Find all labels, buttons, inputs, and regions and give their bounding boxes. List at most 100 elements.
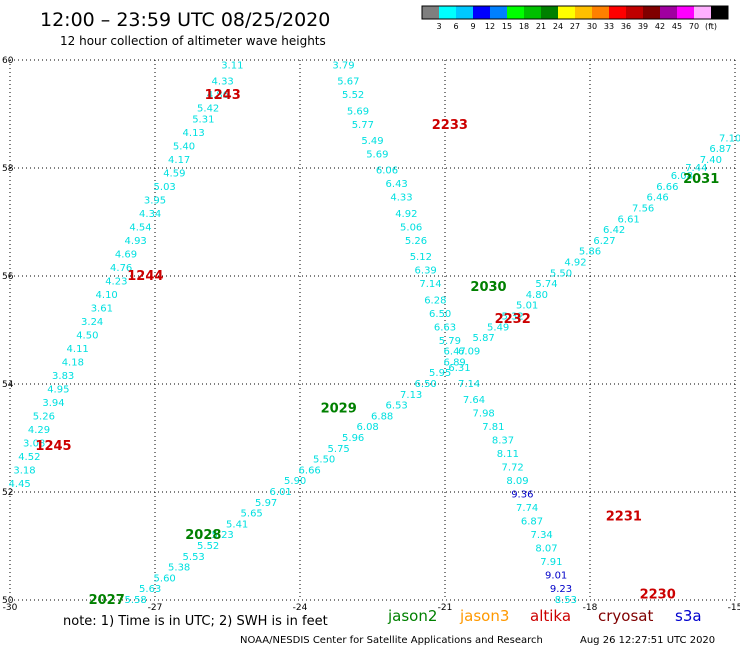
swh-point: 9.23 (550, 584, 572, 595)
swh-point: 8.37 (492, 436, 514, 447)
swh-point: 3.24 (81, 317, 103, 328)
swh-point: 6.09 (458, 347, 480, 358)
legend-label: 42 (655, 22, 665, 31)
swh-point: 3.08 (23, 438, 45, 449)
swh-point: 5.74 (535, 279, 557, 290)
swh-point: 3.61 (91, 303, 113, 314)
swh-point: 7.10 (719, 133, 740, 144)
swh-point: 4.80 (526, 290, 548, 301)
legend-swatch (422, 6, 439, 19)
swh-point: 6.50 (415, 379, 437, 390)
data-points: 3.11 4.33 4.86 5.425.31 4.13 5.40 4.17 4.59 5.03… (9, 60, 740, 606)
pass-label: 2029 (321, 401, 357, 416)
swh-point: 3.18 (13, 465, 35, 476)
swh-point: 6.47 (444, 347, 466, 358)
swh-point: 4.69 (115, 249, 137, 260)
legend-swatch (558, 6, 575, 19)
swh-point: 6.31 (448, 363, 470, 374)
swh-point: 4.10 (96, 290, 118, 301)
swh-point: 5.52 (197, 541, 219, 552)
swh-point: 5.52 (342, 90, 364, 101)
swh-point: 5.53 (183, 552, 205, 563)
y-tick-label: 60 (2, 56, 14, 66)
swh-point: 6.08 (671, 171, 693, 182)
swh-point: 7.14 (458, 379, 480, 390)
swh-point: 3.83 (52, 371, 74, 382)
swh-point: 6.06 (376, 166, 398, 177)
x-tick-label: -18 (583, 603, 598, 613)
legend-swatch (694, 6, 711, 19)
swh-point: 9.01 (545, 571, 567, 582)
swh-point: 5.32 (502, 312, 524, 323)
mission-jason2: jason2 (387, 607, 437, 625)
swh-point: 7.64 (463, 395, 485, 406)
swh-point: 5.49 (361, 136, 383, 147)
legend-label: 36 (621, 22, 631, 31)
swh-point: 6.87 (521, 517, 543, 528)
swh-point: 7.14 (419, 279, 441, 290)
legend-label: 15 (502, 22, 512, 31)
swh-point: 7.74 (516, 503, 538, 514)
credit-line: NOAA/NESDIS Center for Satellite Applica… (240, 635, 543, 646)
swh-point: 4.34 (139, 209, 161, 220)
swh-point: 5.75 (328, 444, 350, 455)
swh-point: 6.27 (593, 236, 615, 247)
swh-point: 6.66 (656, 182, 678, 193)
x-tick-label: -27 (148, 603, 163, 613)
pass-label: 1244 (127, 269, 163, 284)
legend-label: 70 (689, 22, 699, 31)
y-tick-label: 54 (2, 380, 14, 390)
legend-label: 33 (604, 22, 614, 31)
swh-point: 5.95 (429, 368, 451, 379)
swh-point: 4.54 (129, 222, 151, 233)
swh-point: 6.46 (647, 193, 669, 204)
legend-label: 3 (436, 22, 441, 31)
plot-grid (9, 59, 736, 601)
swh-point: 4.86 (207, 90, 229, 101)
pass-label: 2027 (89, 593, 125, 608)
swh-point: 5.41 (226, 519, 248, 530)
legend-label: 18 (519, 22, 529, 31)
swh-point: 5.63 (139, 584, 161, 595)
swh-point: 5.12 (410, 252, 432, 263)
pass-label: 1243 (205, 88, 241, 103)
pass-label: 2231 (606, 509, 642, 524)
legend-swatch (456, 6, 473, 19)
pass-label: 2233 (432, 118, 468, 133)
swh-point: 4.13 (183, 128, 205, 139)
swh-point: 3.95 (144, 195, 166, 206)
swh-point: 5.38 (168, 563, 190, 574)
swh-point: 6.39 (415, 266, 437, 277)
legend-label: (ft) (705, 22, 717, 31)
swh-point: 5.26 (405, 236, 427, 247)
pass-label: 2232 (495, 312, 531, 327)
swh-point: 4.18 (62, 357, 84, 368)
swh-point: 4.33 (212, 77, 234, 88)
swh-point: 4.33 (390, 193, 412, 204)
mission-altika: altika (530, 607, 571, 625)
swh-point: 4.50 (76, 330, 98, 341)
legend-swatch (643, 6, 660, 19)
swh-point: 5.06 (400, 222, 422, 233)
swh-point: 5.40 (173, 141, 195, 152)
legend-label: 39 (638, 22, 648, 31)
legend-label: 9 (470, 22, 475, 31)
legend-swatch (711, 6, 728, 19)
swh-point: 5.42 (197, 104, 219, 115)
swh-point: 5.26 (33, 411, 55, 422)
swh-point: 7.13 (400, 390, 422, 401)
swh-point: 6.63 (434, 322, 456, 333)
swh-point: 6.01 (270, 487, 292, 498)
swh-point: 6.50 (429, 309, 451, 320)
legend-swatch (575, 6, 592, 19)
pass-label: 2030 (470, 280, 506, 295)
mission-jason3: jason3 (459, 607, 509, 625)
swh-point: 5.69 (347, 106, 369, 117)
swh-point: 5.49 (487, 322, 509, 333)
swh-point: 6.89 (444, 357, 466, 368)
pass-label: 2028 (185, 528, 221, 543)
legend-label: 12 (485, 22, 495, 31)
swh-point: 4.93 (125, 236, 147, 247)
legend-label: 30 (587, 22, 597, 31)
swh-point: 5.77 (352, 120, 374, 131)
